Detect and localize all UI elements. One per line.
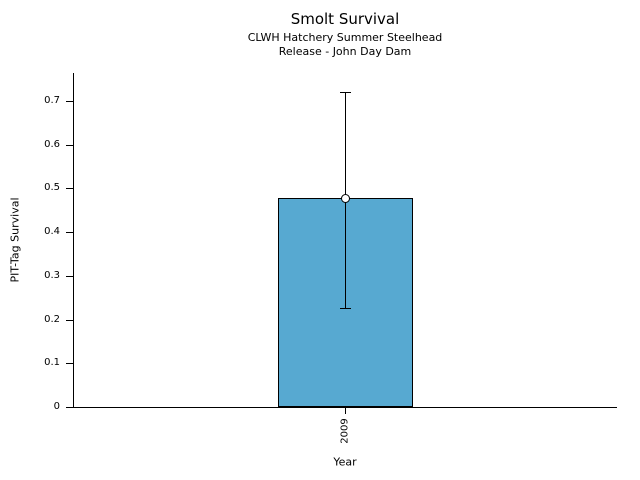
chart-title: Smolt Survival	[290, 10, 400, 28]
y-tick	[66, 363, 73, 365]
y-axis-line	[73, 73, 74, 408]
y-tick-label: 0.6	[44, 138, 60, 150]
y-tick	[66, 319, 73, 321]
y-tick	[66, 188, 73, 190]
x-axis-line	[66, 407, 617, 408]
chart-subtitle-1: CLWH Hatchery Summer Steelhead	[247, 31, 443, 44]
y-tick-label: 0.2	[44, 313, 60, 325]
error-bar-cap-top	[339, 91, 351, 93]
x-tick	[344, 407, 346, 414]
y-tick	[66, 275, 73, 277]
y-tick-label: 0.1	[44, 357, 60, 369]
y-tick	[66, 407, 73, 408]
x-tick-label: 2009	[339, 418, 351, 444]
y-tick	[66, 100, 73, 102]
point-marker	[340, 193, 350, 203]
x-axis-label: Year	[333, 455, 357, 469]
y-tick	[66, 144, 73, 146]
y-tick-label: 0	[53, 401, 60, 412]
y-tick-label: 0.3	[44, 269, 60, 281]
chart-subtitle-2: Release - John Day Dam	[278, 45, 412, 58]
y-tick-label: 0.4	[44, 226, 60, 238]
y-tick-label: 0.5	[44, 182, 60, 194]
y-tick	[66, 232, 73, 234]
y-tick-label: 0.7	[44, 94, 60, 106]
error-bar-cap-bottom	[339, 308, 351, 310]
